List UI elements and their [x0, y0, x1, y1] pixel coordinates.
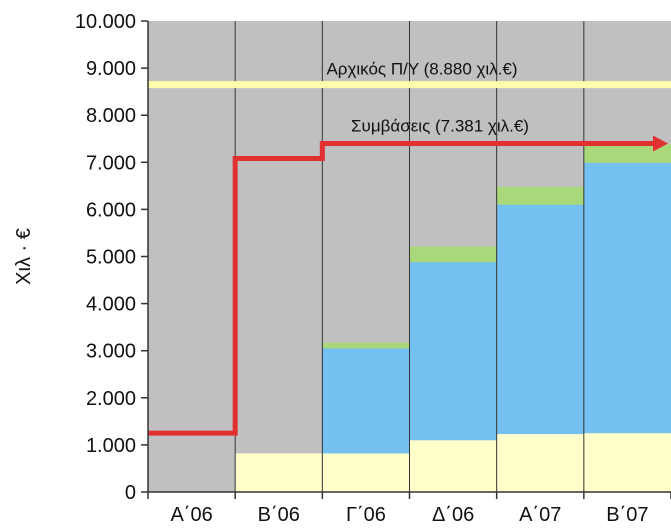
- labels-layer: 0 1.000 2.000 3.000 4.000 5.000 6.000 7.000 8.00…: [13, 11, 649, 526]
- bar-1-4: [409, 440, 497, 492]
- step-line-layer: Συμβάσεις (7.381 χιλ.€): [148, 116, 668, 436]
- reference-line-layer: Αρχικός Π/Υ (8.880 χιλ.€): [148, 60, 671, 89]
- axes-layer: [141, 20, 671, 499]
- y-tick-label: 8.000: [86, 105, 136, 127]
- y-tick-label: 9.000: [86, 58, 136, 80]
- step-line: [148, 140, 659, 436]
- bar-1-5: [496, 434, 584, 492]
- x-tick-label: Δ΄06: [432, 504, 474, 526]
- bars-layer: [235, 144, 671, 492]
- grid-layer: [234, 21, 585, 492]
- bar-1-2: [235, 453, 323, 492]
- bar-3-4: [409, 246, 497, 263]
- bar-2-4: [409, 262, 497, 441]
- x-tick-label: Β΄07: [606, 504, 648, 526]
- y-tick-label: 3.000: [86, 341, 136, 363]
- bar-3-6: [583, 144, 671, 163]
- bar-3-5: [496, 186, 584, 205]
- bar-1-6: [583, 433, 671, 492]
- y-axis-label: Χιλ · €: [13, 228, 35, 285]
- y-tick-label: 5.000: [86, 247, 136, 269]
- bar-2-5: [496, 204, 584, 435]
- y-tick-label: 4.000: [86, 294, 136, 316]
- y-tick-label: 6.000: [86, 199, 136, 221]
- bar-2-6: [583, 162, 671, 434]
- x-tick-label: Γ΄06: [346, 504, 386, 526]
- x-tick-label: Β΄06: [258, 504, 300, 526]
- x-tick-label: Α΄06: [170, 504, 212, 526]
- y-tick-label: 10.000: [75, 11, 136, 33]
- bar-1-3: [322, 453, 410, 492]
- y-tick-label: 2.000: [86, 388, 136, 410]
- reference-line-label: Αρχικός Π/Υ (8.880 χιλ.€): [326, 60, 517, 79]
- bar-3-3: [322, 342, 410, 349]
- x-tick-label: Α΄07: [519, 504, 561, 526]
- step-line-label: Συμβάσεις (7.381 χιλ.€): [351, 116, 529, 135]
- bar-2-3: [322, 348, 410, 454]
- y-tick-label: 1.000: [86, 435, 136, 457]
- y-tick-label: 0: [125, 482, 136, 504]
- step-line-arrowhead: [653, 135, 668, 152]
- y-tick-label: 7.000: [86, 152, 136, 174]
